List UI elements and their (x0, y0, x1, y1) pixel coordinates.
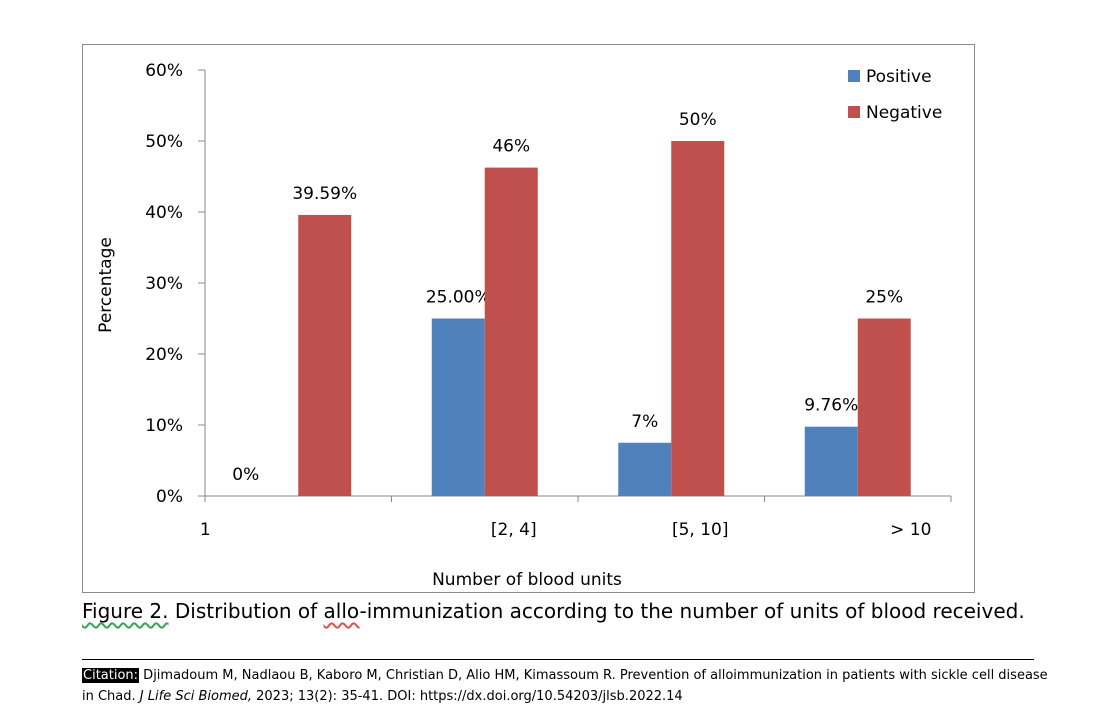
x-axis-title: Number of blood units (432, 570, 622, 590)
y-tick-label: 0% (156, 487, 183, 507)
bar-negative (671, 141, 725, 496)
data-label: 9.76% (804, 396, 858, 416)
bar-positive (431, 318, 485, 496)
data-label: 25.00% (426, 288, 491, 308)
figure-caption: Figure 2. Distribution of allo-immunizat… (82, 599, 1025, 623)
figure-label: Figure 2. (82, 599, 169, 623)
x-tick-label: 1 (200, 520, 211, 540)
y-tick-label: 30% (145, 274, 183, 294)
caption-text-1: Distribution of (168, 599, 324, 623)
bar-negative (298, 214, 352, 496)
bar-positive (618, 442, 672, 496)
citation-details: 2023; 13(2): 35-41. DOI: https://dx.doi.… (252, 689, 683, 704)
y-tick-label: 10% (145, 416, 183, 436)
legend-swatch-positive (848, 70, 860, 82)
citation-authors: Djimadoum M, Nadlaou B, Kaboro M, Christ… (82, 668, 1048, 704)
citation-label: Citation: (82, 668, 140, 683)
bar-negative (484, 167, 538, 496)
y-tick-label: 40% (145, 203, 183, 223)
x-tick-label: [5, 10] (672, 520, 729, 540)
citation: Citation: Djimadoum M, Nadlaou B, Kaboro… (82, 665, 1062, 707)
x-tick-label: > 10 (890, 520, 931, 540)
divider (82, 659, 1034, 660)
x-tick-label: [2, 4] (491, 520, 537, 540)
data-label: 46% (492, 137, 530, 157)
legend-swatch-negative (848, 106, 860, 118)
chart-frame: 0% 10% 20% 30% 40% 50% 60% 1 [2, 4] [5, 10] > 10 0%… (82, 44, 975, 593)
data-label: 50% (679, 110, 717, 130)
caption-text-allo: allo (323, 599, 360, 623)
bar-negative (857, 318, 911, 496)
y-tick-label: 60% (145, 61, 183, 81)
y-tick-label: 50% (145, 132, 183, 152)
data-label: 39.59% (292, 184, 357, 204)
legend-label-negative: Negative (866, 103, 942, 123)
y-tick-label: 20% (145, 345, 183, 365)
bar-chart: 0% 10% 20% 30% 40% 50% 60% 1 [2, 4] [5, 10] > 10 0%… (96, 61, 952, 590)
data-label: 25% (865, 288, 903, 308)
citation-journal: J Life Sci Biomed, (139, 689, 252, 704)
legend-label-positive: Positive (866, 67, 932, 87)
data-label: 0% (232, 465, 259, 485)
y-axis-title: Percentage (96, 237, 116, 333)
caption-text-2: -immunization according to the number of… (359, 599, 1025, 623)
data-label: 7% (631, 412, 658, 432)
bar-positive (804, 426, 858, 496)
